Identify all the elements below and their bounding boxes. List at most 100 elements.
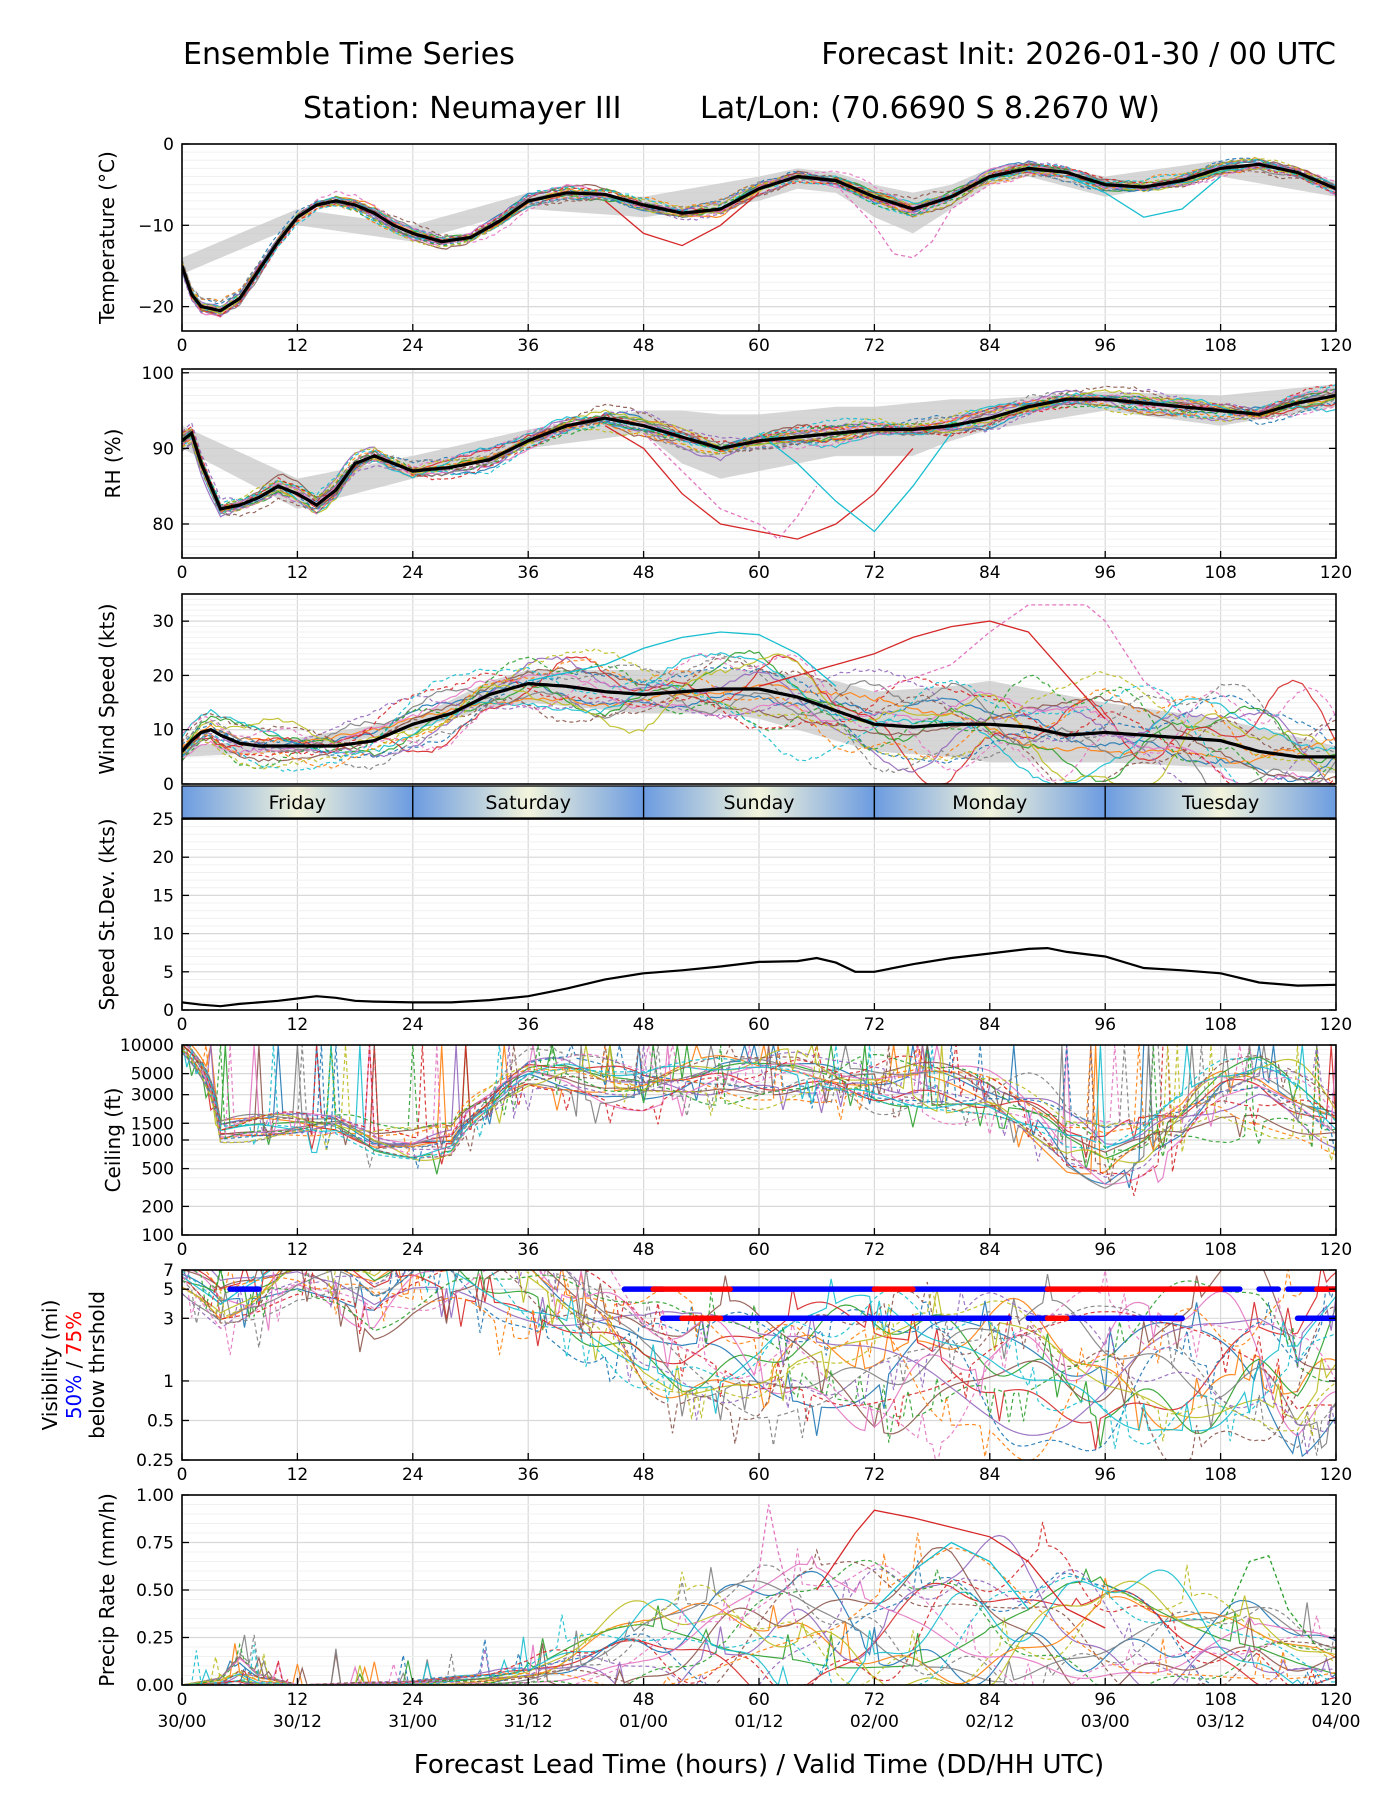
member-line	[182, 1045, 1336, 1168]
x-tick-label: 48	[633, 1690, 655, 1710]
stdev-line	[182, 946, 1336, 1008]
panel-precip: 1.00 0.75 0.50 0.25 0.000 12 24 36 48 60 72 84 96 108…	[95, 1486, 1352, 1710]
x-axis-precip: 0 12 24 36 48 60 72 84 96 108 120	[177, 1678, 1352, 1710]
valid-time-label: 02/00	[850, 1712, 899, 1732]
x-tick-label: 48	[633, 1240, 655, 1260]
member-line	[182, 1270, 1336, 1456]
y-tick-label: 20	[152, 848, 174, 868]
y-axis-label: Precip Rate (mm/h)	[95, 1493, 119, 1687]
valid-time-label: 03/00	[1081, 1712, 1130, 1732]
x-tick-label: 36	[517, 563, 539, 583]
x-tick-label: 108	[1204, 1690, 1236, 1710]
x-tick-label: 84	[979, 1465, 1001, 1485]
x-tick-label: 108	[1204, 563, 1236, 583]
x-tick-label: 60	[748, 1015, 770, 1035]
x-tick-label: 48	[633, 1015, 655, 1035]
member-line	[182, 1270, 1336, 1450]
y-tick-label: 5	[163, 963, 174, 983]
day-cell	[1104, 785, 1337, 819]
grid-speed_stdev	[181, 818, 1337, 1011]
x-tick-label: 48	[633, 563, 655, 583]
member-line	[190, 1045, 1336, 1175]
title-right: Forecast Init: 2026-01-30 / 00 UTC	[821, 37, 1336, 72]
member-line	[182, 665, 1336, 765]
ensemble-mean-line	[182, 162, 1336, 313]
y-axis-visibility: 75 3 1 0.5 0.25	[136, 1261, 1336, 1471]
y-axis-rh: 100 90 80	[142, 364, 1336, 535]
plot-area-temperature	[182, 156, 1336, 318]
valid-time-label: 01/00	[619, 1712, 668, 1732]
x-tick-label: 36	[517, 1015, 539, 1035]
y-tick-label: 3	[163, 1309, 174, 1329]
x-tick-label: 96	[1094, 1690, 1116, 1710]
x-tick-label: 12	[287, 1015, 309, 1035]
x-tick-label: 84	[979, 1690, 1001, 1710]
panel-rh: 100 90 80 0 12 24 36 48 60 72 84 96 108 120 RH (%)	[101, 364, 1352, 583]
x-tick-label: 24	[402, 1690, 424, 1710]
valid-time-label: 04/00	[1312, 1712, 1361, 1732]
member-line	[186, 1045, 1336, 1178]
y-tick-label: 10	[152, 925, 174, 945]
y-tick-label: 5	[163, 1280, 174, 1300]
y-tick-label: −10	[138, 216, 174, 236]
y-tick-label: 20	[152, 666, 174, 686]
x-tick-label: 24	[402, 1465, 424, 1485]
member-line	[182, 1270, 1336, 1432]
member-line	[187, 1045, 1336, 1164]
member-line	[204, 1270, 1336, 1460]
x-tick-label: 120	[1320, 1240, 1352, 1260]
x-axis-temperature: 0 12 24 36 48 60 72 84 96 108 120	[177, 324, 1352, 356]
x-tick-label: 108	[1204, 1240, 1236, 1260]
member-line	[182, 668, 1336, 784]
x-axis-rh: 0 12 24 36 48 60 72 84 96 108 120	[177, 551, 1352, 583]
valid-time-label: 31/00	[388, 1712, 437, 1732]
x-tick-label: 12	[287, 1240, 309, 1260]
y-axis-label-threshold-note: below thrshold	[85, 1291, 109, 1439]
member-line	[182, 653, 1336, 784]
member-line	[189, 1270, 1336, 1438]
y-tick-label: 100	[142, 1226, 174, 1246]
x-tick-label: 96	[1094, 1015, 1116, 1035]
outlier-member-line	[604, 425, 914, 540]
x-tick-label: 96	[1094, 563, 1116, 583]
outlier-member-line	[604, 192, 760, 247]
x-tick-label: 72	[864, 1240, 886, 1260]
member-line	[182, 681, 1336, 783]
plot-area-rh	[182, 384, 1336, 540]
y-axis-temperature: 0 −10 −20	[138, 135, 1336, 318]
title-left: Ensemble Time Series	[183, 37, 515, 72]
x-axis-label: Forecast Lead Time (hours) / Valid Time …	[414, 1750, 1104, 1780]
member-line	[182, 156, 1336, 308]
y-tick-label: 500	[142, 1160, 174, 1180]
x-tick-label: 72	[864, 1690, 886, 1710]
y-tick-label: 0.75	[136, 1534, 174, 1554]
valid-time-label: 30/00	[158, 1712, 207, 1732]
y-tick-label: 15	[152, 886, 174, 906]
y-axis-speed_stdev: 25 20 15 10 5 0	[152, 810, 1336, 1021]
member-line	[182, 1270, 1336, 1432]
x-tick-label: 0	[177, 1015, 188, 1035]
day-label-friday: Friday	[269, 792, 327, 814]
member-line	[182, 158, 1336, 312]
x-tick-label: 84	[979, 1240, 1001, 1260]
y-axis-label: Ceiling (ft)	[101, 1088, 125, 1193]
member-line	[182, 1548, 1336, 1685]
member-line	[188, 1045, 1336, 1160]
x-tick-label: 96	[1094, 336, 1116, 356]
y-tick-label: 10	[152, 721, 174, 741]
y-tick-label: 0.5	[147, 1411, 174, 1431]
member-line	[182, 649, 1336, 782]
panel-frame	[181, 593, 1337, 785]
outlier-member-line	[1066, 175, 1222, 218]
x-tick-label: 72	[864, 563, 886, 583]
plot-area-visibility	[182, 1270, 1336, 1460]
y-tick-label: 0.50	[136, 1581, 174, 1601]
outlier-member-line	[739, 1504, 799, 1629]
y-tick-label: 0	[163, 1001, 174, 1021]
y-tick-label: 200	[142, 1197, 174, 1217]
member-line	[182, 384, 1336, 507]
day-label-monday: Monday	[952, 792, 1027, 814]
ensemble-mean-line	[182, 393, 1336, 511]
valid-time-label: 03/12	[1196, 1712, 1245, 1732]
